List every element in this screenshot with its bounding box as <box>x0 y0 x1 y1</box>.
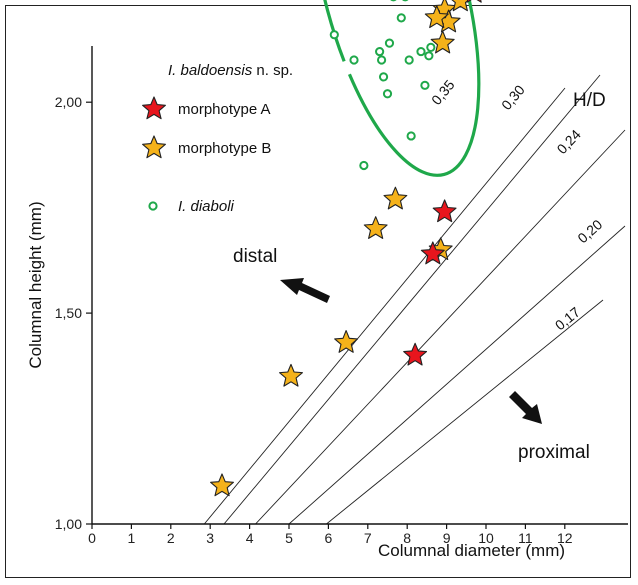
legend-marker-morphotype-b <box>142 135 166 159</box>
annotation-distal: distal <box>233 246 277 267</box>
x-tick-label: 10 <box>478 530 494 546</box>
proximal-arrow <box>509 391 542 424</box>
x-tick-label: 11 <box>518 530 533 546</box>
distal-arrow <box>280 278 330 303</box>
legend-marker-morphotype-a <box>142 96 166 120</box>
point-diaboli <box>329 30 339 40</box>
diaboli-ellipse <box>310 0 481 177</box>
y-tick-label: 1,50 <box>55 305 82 321</box>
x-tick-label: 1 <box>128 530 136 546</box>
legend-marker-diaboli <box>148 201 158 211</box>
x-tick-label: 3 <box>206 530 214 546</box>
legend-group-title: I. baldoensis n. sp. <box>168 62 293 79</box>
point-diaboli <box>376 55 387 65</box>
point-morphotype-b <box>279 363 303 387</box>
ratio-label: 0,30 <box>498 82 528 113</box>
x-ticks: 0 1 2 3 4 5 6 7 8 9 10 11 12 <box>88 524 573 546</box>
ratio-line <box>288 225 626 524</box>
ratio-line <box>203 87 566 524</box>
point-diaboli <box>420 80 430 90</box>
point-diaboli <box>416 46 426 57</box>
y-axis-label: Columnal height (mm) <box>26 201 45 368</box>
point-diaboli <box>384 38 395 48</box>
data-points <box>210 0 482 497</box>
point-morphotype-a <box>420 241 445 265</box>
point-diaboli <box>424 51 434 61</box>
point-morphotype-b <box>334 330 359 353</box>
diaboli-ellipse-layer <box>310 0 481 177</box>
ratio-line <box>326 299 604 524</box>
annotation-proximal: proximal <box>518 442 590 463</box>
point-diaboli <box>378 72 389 82</box>
x-axis-label: Columnal diameter (mm) <box>378 541 565 560</box>
point-morphotype-b <box>451 0 470 12</box>
point-diaboli <box>404 55 414 65</box>
y-ticks: 1,001,502,002,503,00 <box>55 94 92 532</box>
point-diaboli <box>359 160 369 171</box>
legend-label-diaboli: I. diaboli <box>178 198 235 215</box>
x-tick-label: 0 <box>88 530 96 546</box>
point-diaboli <box>396 13 406 23</box>
x-tick-label: 7 <box>364 530 372 546</box>
legend-label-morphotype-b: morphotype B <box>178 140 271 157</box>
x-tick-label: 2 <box>167 530 175 546</box>
legend-markers <box>142 96 166 211</box>
ratio-line <box>255 129 626 524</box>
legend: I. baldoensis n. sp. morphotype A morpho… <box>142 62 293 215</box>
y-tick-label: 1,00 <box>55 516 82 532</box>
point-morphotype-a <box>432 199 457 223</box>
ratio-label: 0,24 <box>554 126 584 157</box>
ratio-label: 0,20 <box>574 216 605 246</box>
x-tick-label: 4 <box>246 530 254 546</box>
point-diaboli <box>406 131 416 141</box>
point-morphotype-a <box>466 0 482 3</box>
point-diaboli <box>349 55 359 65</box>
point-diaboli <box>375 46 385 57</box>
point-morphotype-b <box>210 473 234 497</box>
ratio-lines <box>203 74 626 524</box>
x-tick-label: 6 <box>325 530 333 546</box>
point-morphotype-a <box>403 342 428 366</box>
point-morphotype-b <box>363 216 388 239</box>
y-tick-label: 2,00 <box>55 94 82 110</box>
point-diaboli <box>382 89 393 99</box>
ratio-title: H/D <box>573 90 606 111</box>
x-tick-label: 12 <box>557 530 573 546</box>
point-morphotype-b <box>430 30 455 54</box>
axes <box>91 46 628 525</box>
ratio-label: 0,35 <box>428 77 458 108</box>
point-morphotype-b <box>383 186 408 210</box>
legend-group-title-rest: n. sp. <box>252 62 293 79</box>
point-diaboli <box>426 42 436 52</box>
ratio-line <box>223 74 601 524</box>
annotations: distal proximal <box>233 246 590 463</box>
x-tick-label: 8 <box>403 530 411 546</box>
point-morphotype-b <box>424 5 449 29</box>
legend-label-morphotype-a: morphotype A <box>178 101 271 118</box>
legend-group-title-italic: I. baldoensis <box>168 62 253 79</box>
ratio-labels: 0,35 0,300,240,200,17 <box>428 77 606 334</box>
x-tick-label: 5 <box>285 530 293 546</box>
x-tick-label: 9 <box>443 530 451 546</box>
